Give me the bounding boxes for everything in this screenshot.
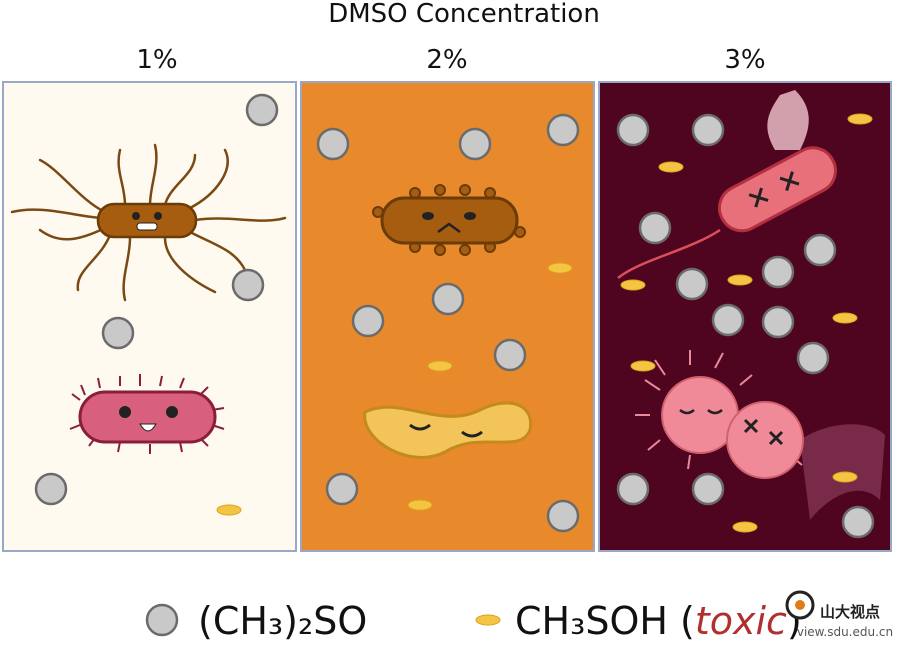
dmso-molecule	[458, 127, 492, 161]
toxic-molecule	[407, 499, 433, 511]
toxic-molecule	[847, 113, 873, 125]
panel-label: 1%	[136, 45, 177, 75]
panel-bg	[300, 81, 595, 552]
legend-emphasis: toxic	[695, 599, 787, 643]
bacterium-flagellated	[10, 143, 287, 302]
dmso-molecule	[691, 472, 725, 506]
toxic-molecule	[658, 161, 684, 173]
legend-text: CH₃SOH (	[515, 599, 695, 643]
toxic-molecule	[620, 279, 646, 291]
dmso-molecule	[616, 113, 650, 147]
dmso-molecule	[761, 305, 795, 339]
dmso-molecule	[101, 316, 135, 350]
dmso-molecule	[691, 113, 725, 147]
dmso-molecule	[711, 303, 745, 337]
panel-label: 3%	[724, 45, 765, 75]
dmso-molecule	[431, 282, 465, 316]
dmso-molecule	[616, 472, 650, 506]
panel-label: 2%	[426, 45, 467, 75]
toxic-molecule	[832, 471, 858, 483]
dmso-molecule	[245, 93, 279, 127]
bacterium-dead	[617, 90, 837, 279]
legend-swatch	[145, 603, 179, 637]
dmso-molecule	[796, 341, 830, 375]
dmso-molecule	[675, 267, 709, 301]
bacterium-burst	[635, 350, 885, 520]
dmso-molecule	[316, 127, 350, 161]
watermark-name: 山大视点	[820, 603, 880, 621]
dmso-molecule	[351, 304, 385, 338]
toxic-molecule	[216, 504, 242, 516]
watermark: 山大视点 view.sdu.edu.cn	[785, 590, 893, 639]
toxic-molecule	[732, 521, 758, 533]
bacterium-worm	[363, 401, 533, 459]
watermark-url: view.sdu.edu.cn	[797, 625, 893, 639]
toxic-molecule	[727, 274, 753, 286]
toxic-molecule	[427, 360, 453, 372]
dmso-molecule	[841, 505, 875, 539]
dmso-molecule	[231, 268, 265, 302]
dmso-molecule	[638, 211, 672, 245]
bacterium-spiky	[372, 184, 526, 256]
legend-label: CH₃SOH (toxic)	[515, 599, 802, 643]
dmso-molecule	[34, 472, 68, 506]
dmso-molecule	[546, 113, 580, 147]
dmso-molecule	[325, 472, 359, 506]
dmso-molecule	[493, 338, 527, 372]
toxic-molecule	[630, 360, 656, 372]
dmso-molecule	[803, 233, 837, 267]
toxic-molecule	[547, 262, 573, 274]
title: DMSO Concentration	[328, 0, 600, 29]
dmso-molecule	[761, 255, 795, 289]
legend-label: (CH₃)₂SO	[198, 599, 367, 643]
bacterium-pink	[69, 374, 225, 454]
toxic-molecule	[832, 312, 858, 324]
legend-swatch	[475, 614, 501, 626]
dmso-molecule	[546, 499, 580, 533]
